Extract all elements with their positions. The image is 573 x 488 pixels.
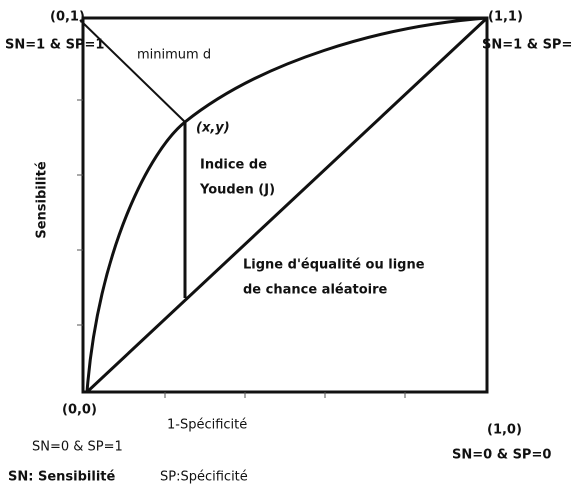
equality-line [85, 16, 489, 394]
minimum-d-line [79, 19, 186, 123]
legend-entry: SP:Spécificité [160, 470, 248, 485]
label: (x,y) [196, 121, 230, 136]
corner-point: (0,1) [50, 10, 85, 25]
label: Youden (J) [199, 183, 275, 198]
corner-condition: SN=0 & SP=0 [452, 448, 551, 463]
x-axis-label: 1-Spécificité [167, 418, 247, 433]
corner-point: (1,1) [488, 10, 523, 25]
roc-curve [85, 16, 488, 393]
label: Ligne d'équalité ou ligne [243, 258, 425, 273]
frame [81, 16, 489, 394]
y-axis-label: Sensibilité [35, 161, 50, 239]
corner-condition: SN=1 & SP=1 [5, 38, 104, 53]
legend-entry: SN: Sensibilité [8, 470, 115, 485]
label: Indice de [200, 158, 267, 173]
corner-point: (1,0) [487, 423, 522, 438]
label: de chance aléatoire [243, 283, 388, 298]
label: minimum d [137, 48, 211, 63]
corner-point: (0,0) [62, 403, 97, 418]
corner-condition: SN=1 & SP=0 [482, 38, 573, 53]
ticks [77, 99, 406, 398]
corner-condition: SN=0 & SP=1 [32, 440, 123, 455]
